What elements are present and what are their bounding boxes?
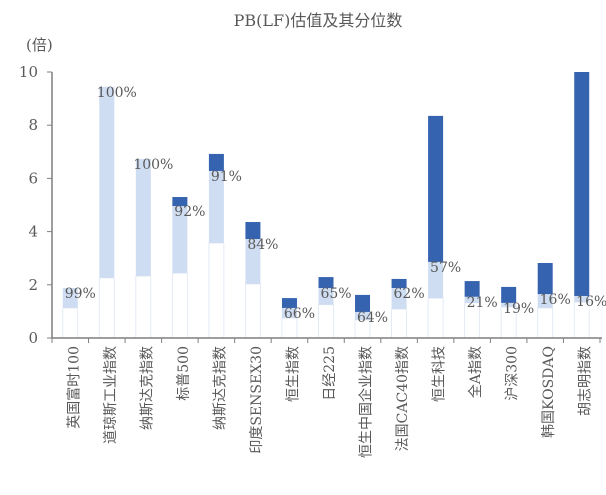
- y-tick-label: 2: [28, 276, 38, 294]
- bar-segment: [427, 297, 444, 339]
- data-label: 19%: [503, 301, 534, 317]
- x-tick-label: 全A指数: [467, 346, 484, 398]
- x-tick-label: 恒生中国企业指数: [358, 346, 375, 458]
- bar-segment: [281, 298, 297, 308]
- bar-segment: [537, 294, 553, 308]
- bar-segment: [464, 281, 480, 297]
- bar-segment: [208, 170, 224, 244]
- bar-segment: [391, 287, 407, 310]
- data-label: 62%: [394, 286, 425, 302]
- bar-segment: [62, 287, 78, 308]
- bar-segment: [355, 311, 371, 320]
- x-tick-label: 纳斯达克指数: [139, 346, 155, 430]
- data-label: 57%: [430, 260, 461, 276]
- x-tick-label: 胡志明指数: [578, 346, 594, 416]
- bar-segment: [391, 278, 407, 288]
- data-label: 64%: [357, 310, 388, 326]
- bar-segment: [281, 307, 297, 319]
- data-label: 100%: [97, 85, 137, 101]
- bar-segment: [428, 115, 444, 262]
- data-label: 99%: [65, 286, 96, 302]
- y-axis-unit-label: (倍): [26, 36, 53, 54]
- bar-segment: [62, 307, 79, 339]
- bar-segment: [318, 277, 334, 288]
- bar-segment: [135, 275, 152, 339]
- bar-segment: [245, 283, 261, 339]
- data-label: 66%: [284, 306, 315, 322]
- bar-segment: [537, 262, 553, 295]
- data-label: 100%: [133, 157, 173, 173]
- bar-segment: [98, 277, 115, 339]
- bar-segment: [172, 197, 188, 207]
- x-tick-label: 法国CAC40指数: [395, 346, 411, 451]
- bar-segment: [501, 302, 517, 307]
- y-tick-label: 8: [28, 116, 38, 134]
- bar-segment: [208, 153, 224, 171]
- bar-segment: [99, 86, 115, 278]
- x-tick-label: 印度SENSEX30: [249, 346, 265, 454]
- data-label: 91%: [211, 169, 242, 185]
- data-label: 84%: [247, 237, 278, 253]
- x-tick-label: 英国富时100: [65, 346, 82, 429]
- x-tick-label: 纳斯达克指数: [212, 346, 228, 430]
- chart-title: PB(LF)估值及其分位数: [234, 11, 403, 30]
- bar-segment: [318, 287, 334, 305]
- bar-segment: [501, 286, 517, 303]
- y-tick-label: 6: [28, 169, 38, 187]
- data-label: 65%: [320, 286, 351, 302]
- bar-segment: [355, 294, 371, 312]
- data-label: 16%: [576, 294, 606, 310]
- y-tick-label: 4: [28, 223, 38, 241]
- bar-segment: [537, 307, 554, 339]
- x-tick-label: 恒生指数: [285, 346, 301, 402]
- data-label: 92%: [174, 204, 205, 220]
- x-tick-label: 道琼斯工业指数: [103, 346, 119, 444]
- bar-segment: [171, 272, 188, 339]
- bar-segment: [391, 308, 407, 339]
- x-tick-label: 标普500: [176, 346, 192, 401]
- bar-segment: [245, 222, 261, 240]
- y-tick-label: 0: [28, 329, 38, 347]
- data-label: 16%: [540, 292, 571, 308]
- bar-segment: [318, 304, 334, 339]
- data-label: 21%: [467, 295, 498, 311]
- bar-segment: [574, 72, 590, 296]
- bar-segment: [428, 261, 444, 299]
- bar-segment: [245, 239, 261, 285]
- bar-segment: [172, 206, 188, 274]
- bar-segment: [574, 295, 590, 303]
- x-tick-label: 沪深300: [505, 346, 521, 401]
- bar-segment: [208, 242, 225, 339]
- x-tick-label: 韩国KOSDAQ: [541, 346, 557, 438]
- x-tick-label: 恒生科技: [432, 346, 448, 402]
- x-tick-label: 日经225: [322, 346, 338, 401]
- y-tick-label: 10: [19, 63, 38, 81]
- bar-segment: [135, 158, 151, 277]
- bar-segment: [464, 296, 480, 303]
